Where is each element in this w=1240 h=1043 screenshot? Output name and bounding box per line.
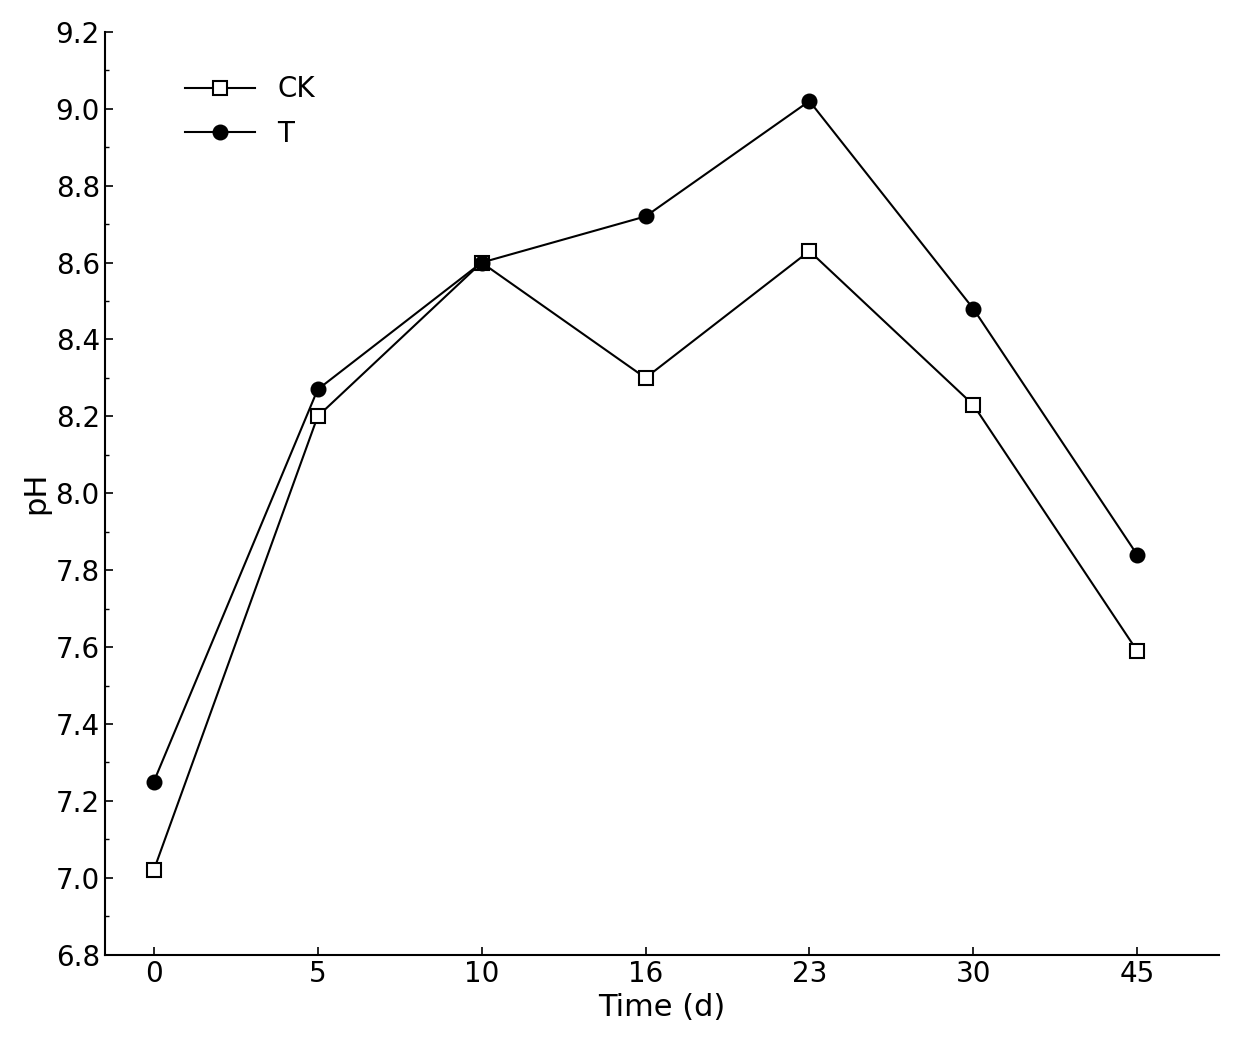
Line: T: T xyxy=(146,94,1145,789)
Line: CK: CK xyxy=(146,244,1145,877)
CK xyxy=(1130,645,1145,657)
X-axis label: Time (d): Time (d) xyxy=(598,993,725,1022)
CK xyxy=(639,371,653,384)
T xyxy=(1130,549,1145,561)
Legend: CK, T: CK, T xyxy=(175,65,326,160)
CK xyxy=(310,410,325,422)
CK xyxy=(802,245,817,258)
CK xyxy=(146,864,161,876)
T xyxy=(966,302,981,315)
Y-axis label: pH: pH xyxy=(21,472,50,514)
T xyxy=(802,95,817,107)
CK xyxy=(966,398,981,411)
T xyxy=(474,257,489,269)
T xyxy=(146,775,161,787)
T xyxy=(310,383,325,395)
T xyxy=(639,210,653,222)
CK xyxy=(474,257,489,269)
